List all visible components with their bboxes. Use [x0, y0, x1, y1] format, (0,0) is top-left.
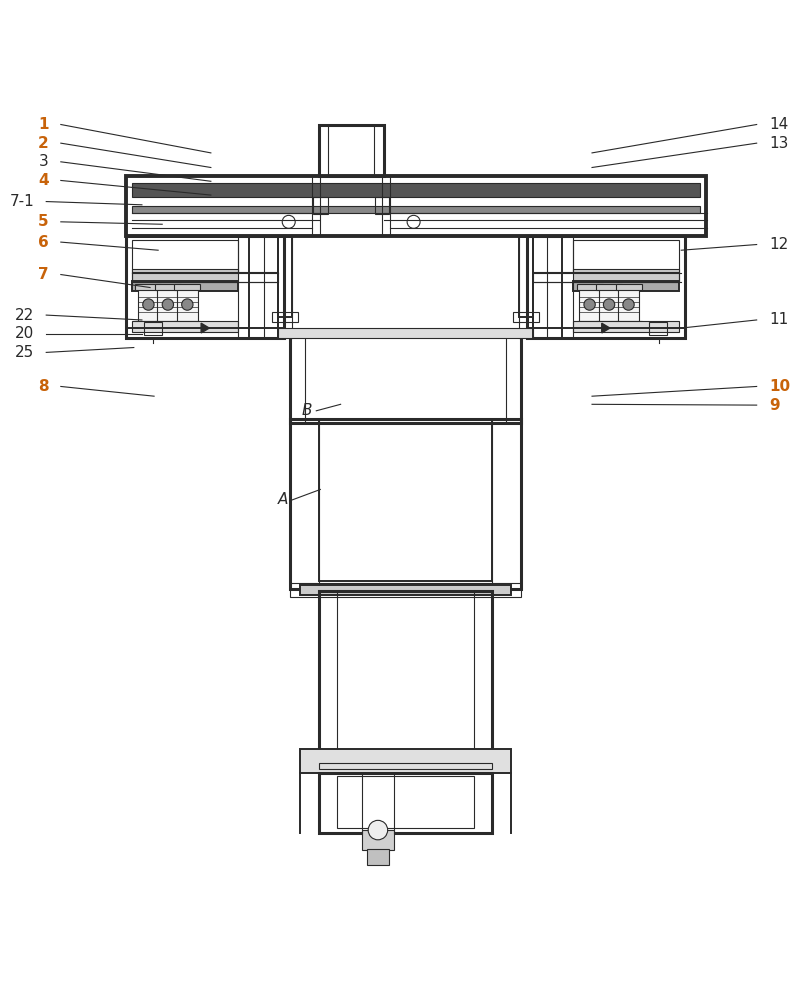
Text: 1: 1	[38, 117, 49, 132]
Text: 12: 12	[769, 237, 788, 252]
Circle shape	[182, 299, 193, 310]
Bar	[155, 284, 181, 290]
Polygon shape	[602, 323, 610, 333]
Bar	[144, 322, 162, 335]
Bar	[596, 321, 622, 326]
Bar	[132, 183, 700, 197]
Bar	[174, 284, 200, 290]
Bar	[290, 419, 521, 589]
Bar	[126, 176, 706, 236]
Bar	[599, 288, 620, 322]
Bar	[616, 321, 642, 326]
Bar	[312, 176, 320, 236]
Circle shape	[603, 299, 615, 310]
Bar	[319, 773, 492, 833]
Bar	[573, 281, 679, 291]
Text: B: B	[302, 403, 312, 418]
Text: 2: 2	[38, 136, 49, 151]
Text: 11: 11	[769, 312, 788, 327]
Text: 25: 25	[15, 345, 34, 360]
Text: 8: 8	[38, 379, 49, 394]
Bar	[533, 272, 679, 282]
Bar	[157, 288, 178, 322]
Circle shape	[584, 299, 595, 310]
Bar	[382, 176, 390, 236]
Bar	[278, 328, 533, 338]
Bar	[367, 849, 389, 865]
Text: 7: 7	[38, 267, 49, 282]
Bar	[132, 269, 238, 282]
Text: 7-1: 7-1	[9, 194, 34, 209]
Bar	[596, 284, 622, 290]
Bar	[573, 269, 679, 282]
Bar	[155, 321, 181, 326]
Bar	[132, 206, 700, 213]
Bar	[337, 776, 474, 828]
Bar	[513, 312, 539, 322]
Text: 6: 6	[38, 235, 49, 250]
Bar	[319, 763, 492, 769]
Text: 9: 9	[769, 398, 779, 413]
Text: 10: 10	[769, 379, 790, 394]
Bar	[290, 334, 521, 423]
Bar	[649, 322, 667, 335]
Bar	[300, 749, 511, 773]
Bar	[618, 288, 639, 322]
Bar	[249, 236, 278, 338]
Bar	[362, 830, 394, 850]
Bar	[319, 125, 384, 176]
Bar	[278, 237, 292, 317]
Circle shape	[143, 299, 154, 310]
Bar	[272, 312, 298, 322]
Polygon shape	[201, 323, 209, 333]
Bar	[174, 321, 200, 326]
Bar	[519, 237, 533, 317]
Bar	[278, 236, 533, 338]
Text: 4: 4	[38, 173, 49, 188]
Bar	[527, 328, 685, 338]
Bar	[527, 236, 685, 338]
Circle shape	[162, 299, 174, 310]
Bar	[577, 284, 603, 290]
Bar	[290, 583, 521, 597]
Bar	[177, 288, 198, 322]
Bar	[577, 321, 603, 326]
Bar	[533, 236, 562, 338]
Bar	[579, 288, 600, 322]
Bar	[375, 197, 389, 214]
Bar	[126, 328, 284, 338]
Circle shape	[368, 820, 388, 840]
Bar	[300, 585, 511, 595]
Bar	[135, 284, 161, 290]
Bar	[319, 591, 492, 751]
Bar	[132, 272, 278, 282]
Text: 5: 5	[38, 214, 49, 229]
Bar	[126, 236, 284, 338]
Circle shape	[623, 299, 634, 310]
Text: 14: 14	[769, 117, 788, 132]
Bar	[573, 321, 679, 332]
Text: 3: 3	[39, 154, 49, 169]
Text: 13: 13	[769, 136, 788, 151]
Bar	[132, 240, 238, 273]
Bar	[319, 419, 492, 581]
Bar	[135, 321, 161, 326]
Bar	[616, 284, 642, 290]
Text: 22: 22	[15, 308, 34, 323]
Bar	[138, 288, 159, 322]
Bar	[132, 281, 238, 291]
Text: A: A	[277, 492, 288, 508]
Text: 20: 20	[15, 326, 34, 341]
Bar	[573, 240, 679, 273]
Bar	[313, 197, 328, 214]
Bar	[132, 321, 238, 332]
